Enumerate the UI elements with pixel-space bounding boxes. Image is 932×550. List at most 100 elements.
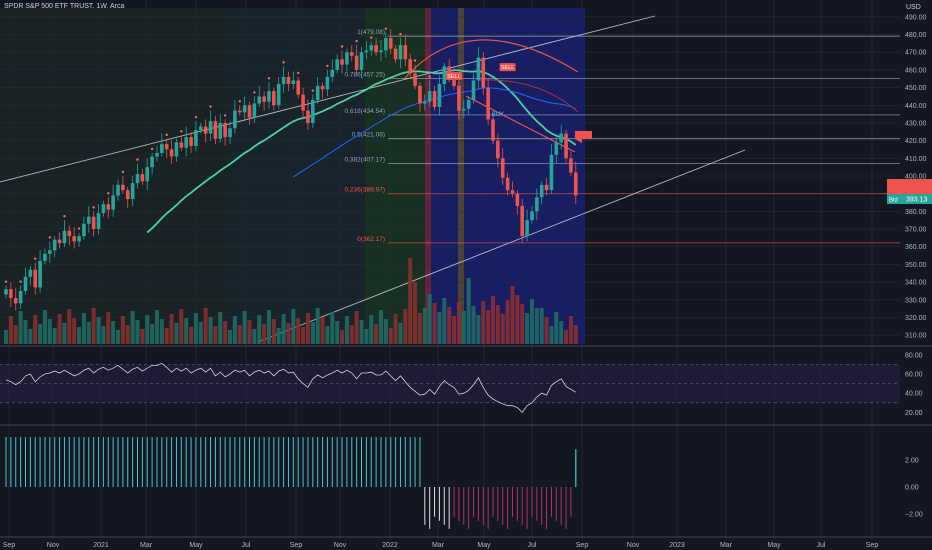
bid-price-label: 393.13 [906,197,928,204]
price-tick-label: 350.00 [905,262,927,269]
volume-bar [262,324,267,344]
volume-bar [86,322,91,344]
price-axis-unit: USD [906,4,921,11]
candle-body [189,137,193,146]
volume-bar [237,325,242,344]
volume-bar [520,304,525,344]
candle-body [423,101,427,104]
candle-body [452,76,456,86]
rsi-tick-label: 60.00 [905,372,923,379]
candle-body [9,289,13,299]
sell-signal-label: SELL [447,74,460,80]
volume-bar [354,311,359,344]
volume-bar [228,330,233,344]
signal-dot [370,36,373,39]
volume-bar [510,286,515,344]
volume-bar [91,308,96,344]
fib-level-label: 0.618(434.54) [345,108,385,115]
price-tick-label: 340.00 [905,280,927,287]
sell-signal-label: SELL [501,65,514,71]
candle-body [43,253,47,261]
candle-body [544,184,549,191]
ma-fast-line [146,69,577,234]
candle-body [335,59,339,70]
candle-body [140,174,145,182]
candle-body [223,122,227,138]
volume-bar [364,329,369,344]
candle-body [135,174,140,184]
signal-dot [384,27,388,30]
volume-bar [135,320,140,344]
candle-body [203,126,208,134]
candle-body [359,52,364,70]
candle-body [379,50,383,53]
signal-dot [355,39,358,43]
candle-body [364,50,369,53]
time-tick-label: Sep [3,542,16,549]
volume-bar [125,325,130,344]
candle-body [257,96,262,104]
volume-bar [554,312,559,344]
candle-body [252,103,257,118]
candle-body [281,76,286,85]
price-tick-label: 310.00 [905,333,927,340]
time-tick-label: Jul [817,542,826,549]
volume-bar [164,328,169,344]
price-annotation-box [575,131,592,139]
volume-bar [568,316,573,344]
candle-body [262,96,266,102]
volume-bar [544,317,549,344]
candle-body [398,45,403,60]
signal-dot [136,158,139,161]
time-tick-label: Mar [720,542,733,549]
time-tick-label: Nov [627,542,640,549]
candle-body [354,55,359,70]
volume-bar [340,330,345,344]
candle-body [447,66,451,77]
candle-body [145,167,150,182]
volume-bar [57,314,62,344]
signal-dot [19,280,22,283]
volume-bar [266,310,271,344]
candle-body [199,126,203,131]
candle-body [272,91,276,106]
fib-level-label: 1(479.08) [357,29,385,36]
volume-bar [257,315,262,344]
price-tick-label: 370.00 [905,227,927,234]
candle-body [349,52,354,56]
volume-bar [116,330,121,344]
signal-dot [238,100,241,103]
volume-bar [96,317,101,344]
volume-bar [52,328,57,344]
rsi-line [5,362,576,414]
candle-body [194,130,198,146]
time-tick-label: 2023 [669,542,685,549]
candle-body [573,172,578,196]
bid-label: Bid [889,198,898,204]
volume-bar [456,302,461,344]
candle-body [101,204,106,214]
candle-body [150,156,154,168]
volume-bar [296,318,301,344]
volume-bar [505,300,510,344]
candle-body [160,144,164,154]
volume-bar [101,326,106,344]
price-tick-label: 460.00 [905,67,927,74]
volume-bar [432,303,437,344]
time-tick-label: 2021 [93,542,109,549]
candle-body [242,105,247,113]
volume-bar [150,324,155,344]
volume-bar [486,310,491,344]
candle-body [325,76,330,90]
price-annotation-pointer [575,139,582,143]
volume-bar [198,322,203,344]
candle-body [442,66,447,85]
signal-dot [77,227,81,230]
signal-dot [92,206,95,209]
signal-dot [63,215,66,218]
signal-dot [48,236,52,239]
macd-tick-label: 0.00 [905,485,919,492]
candle-body [306,110,310,123]
candle-body [471,80,476,100]
